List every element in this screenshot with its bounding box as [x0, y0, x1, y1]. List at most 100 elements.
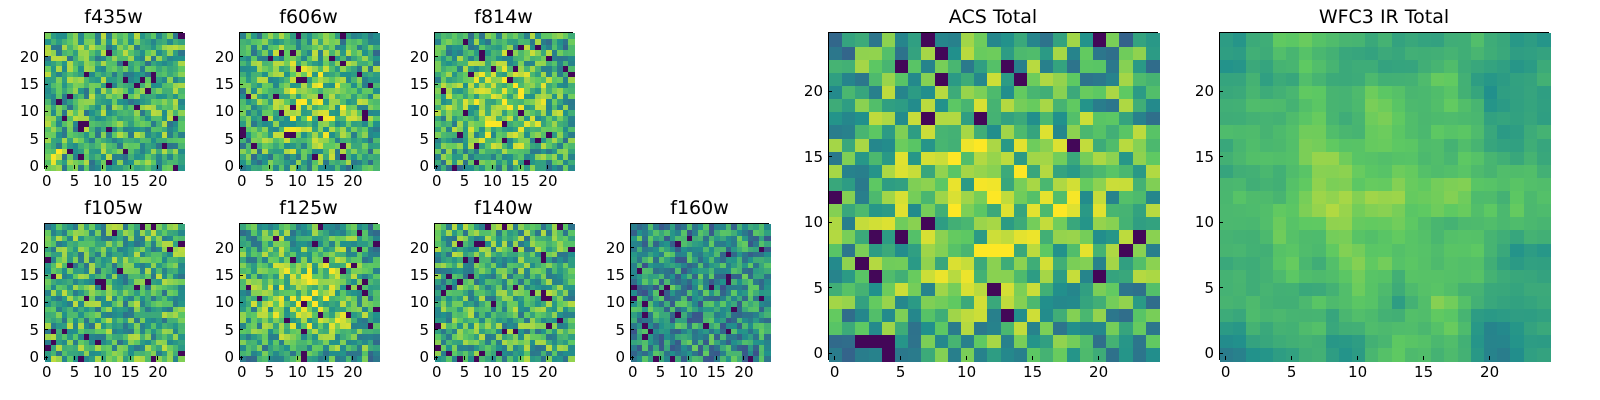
heatmap-cell	[1013, 203, 1028, 218]
heatmap-cell	[340, 131, 347, 138]
heatmap-cell	[172, 43, 180, 51]
heatmap-cell	[317, 115, 324, 122]
heatmap-cell	[934, 124, 949, 139]
heatmap-cell	[895, 216, 909, 231]
heatmap-cell	[72, 104, 79, 111]
heatmap-cell	[240, 137, 247, 144]
heatmap-cell	[529, 131, 536, 138]
heatmap-cell	[95, 164, 102, 171]
heatmap-cell	[908, 269, 922, 283]
x-tick-mark	[129, 165, 131, 169]
heatmap-cell	[122, 93, 129, 100]
heatmap-cell	[373, 109, 380, 116]
heatmap-cell	[61, 104, 68, 111]
heatmap-cell	[895, 111, 909, 126]
heatmap-cell	[133, 54, 141, 61]
heatmap-cell	[295, 159, 302, 166]
heatmap-cell	[290, 159, 297, 166]
heatmap-cell	[50, 164, 57, 171]
heatmap-cell	[356, 153, 363, 160]
heatmap-cell	[1093, 216, 1107, 231]
heatmap-cell	[172, 65, 180, 72]
heatmap-cell	[1106, 203, 1120, 218]
y-tick-mark	[239, 247, 243, 249]
heatmap-cell	[373, 333, 380, 340]
x-tick-label: 0	[236, 363, 247, 381]
heatmap-cell	[262, 142, 269, 149]
heatmap-cell	[72, 49, 79, 56]
heatmap-cell	[284, 148, 291, 155]
heatmap-cell	[479, 131, 486, 138]
heatmap-cell	[317, 93, 324, 100]
heatmap-cell	[435, 142, 442, 149]
heatmap-cell	[278, 153, 286, 160]
heatmap-cell	[1106, 177, 1120, 192]
heatmap-cell	[451, 126, 458, 133]
heatmap-cell	[568, 38, 575, 45]
heatmap-cell	[435, 159, 442, 166]
heatmap-cell	[367, 82, 375, 89]
heatmap-cell	[842, 177, 856, 192]
x-tick-label: 20	[148, 172, 168, 190]
heatmap-cell	[829, 203, 843, 218]
heatmap-cell	[295, 60, 302, 67]
heatmap-cell	[78, 71, 85, 78]
heatmap-cell	[139, 109, 146, 116]
heatmap-cell	[295, 131, 302, 138]
heatmap-cell	[462, 142, 469, 149]
heatmap-cell	[301, 43, 308, 51]
heatmap-cell	[895, 177, 909, 192]
heatmap-cell	[974, 256, 988, 270]
heatmap-cell	[362, 104, 369, 111]
heatmap-cell	[1132, 177, 1147, 192]
x-tick-mark	[241, 165, 243, 169]
heatmap-cell	[56, 115, 63, 122]
heatmap-cell	[1145, 190, 1160, 205]
heatmap-cell	[111, 33, 118, 40]
heatmap-cell	[301, 54, 308, 61]
heatmap-cell	[278, 76, 286, 83]
heatmap-cell	[106, 82, 113, 89]
heatmap-cell	[312, 137, 319, 144]
heatmap-cell	[273, 65, 280, 72]
heatmap-cell	[334, 109, 341, 116]
heatmap-cell	[1093, 269, 1107, 283]
heatmap-plot	[44, 223, 185, 362]
heatmap-cell	[178, 339, 185, 346]
heatmap-cell	[334, 164, 341, 171]
heatmap-cell	[842, 164, 856, 178]
x-tick-mark	[324, 356, 326, 360]
heatmap-cell	[323, 153, 330, 160]
heatmap-cell	[974, 151, 988, 165]
heatmap-cell	[178, 65, 185, 72]
heatmap-cell	[764, 344, 771, 351]
heatmap-cell	[122, 38, 129, 45]
heatmap-cell	[373, 49, 380, 56]
heatmap-cell	[100, 60, 107, 67]
heatmap-cell	[172, 93, 180, 100]
heatmap-cell	[540, 148, 547, 155]
heatmap-cell	[451, 142, 458, 149]
heatmap-cell	[178, 251, 185, 258]
heatmap-cell	[284, 137, 291, 144]
heatmap-cell	[334, 49, 341, 56]
y-tick-label: 0	[224, 348, 234, 367]
y-tick-label: 15	[605, 266, 625, 285]
heatmap-cell	[240, 109, 247, 116]
heatmap-cell	[557, 164, 564, 171]
heatmap-cell	[100, 126, 107, 133]
heatmap-cell	[468, 148, 475, 155]
heatmap-cell	[1145, 295, 1160, 310]
heatmap-cell	[1000, 334, 1015, 349]
heatmap-cell	[301, 142, 308, 149]
heatmap-cell	[133, 38, 141, 45]
heatmap-cell	[278, 115, 286, 122]
heatmap-cell	[881, 269, 896, 283]
heatmap-cell	[251, 65, 258, 72]
heatmap-cell	[1013, 124, 1028, 139]
heatmap-cell	[947, 216, 962, 231]
heatmap-cell	[267, 159, 274, 166]
heatmap-cell	[150, 87, 157, 94]
heatmap-cell	[273, 159, 280, 166]
heatmap-cell	[440, 164, 447, 171]
